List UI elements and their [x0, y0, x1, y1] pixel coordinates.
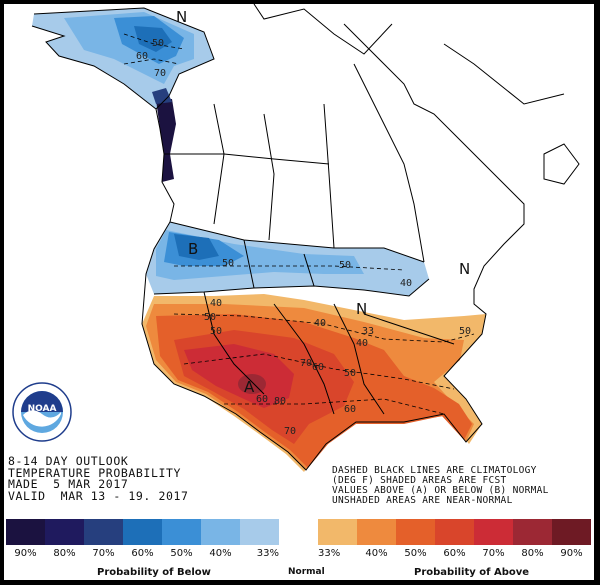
scale-swatch [84, 519, 123, 545]
outlook-subtitle: TEMPERATURE PROBABILITY [8, 465, 182, 480]
north-below-region [146, 222, 429, 296]
outlook-valid-dates: VALID MAR 13 - 19. 2017 [8, 488, 189, 503]
south-above-region [142, 294, 486, 472]
contour-label: 40 [314, 318, 326, 329]
above-label: Probability of Above [414, 567, 530, 578]
scale-swatch [513, 519, 552, 545]
map-outlines [31, 4, 580, 471]
note-line: (DEG F) SHADED AREAS ARE FCST [332, 475, 507, 486]
scale-swatch [396, 519, 435, 545]
probability-scale-labels: 90% 80% 70% 60% 50% 40% 33% 33% 40% 50% 60% 70% 80% 9… [6, 548, 591, 559]
scale-swatch [162, 519, 201, 545]
contour-label: 70 [154, 68, 166, 79]
scale-percent-label: 90% [14, 548, 37, 559]
scale-swatch [123, 519, 162, 545]
scale-swatch [240, 519, 279, 545]
noaa-logo-text: NOAA [28, 404, 57, 414]
scale-percent-label: 60% [131, 548, 154, 559]
outlook-made-date: MADE 5 MAR 2017 [8, 477, 129, 491]
scale-percent-label: 33% [318, 548, 341, 559]
note-line: VALUES ABOVE (A) OR BELOW (B) NORMAL [332, 485, 549, 496]
note-line: UNSHADED AREAS ARE NEAR-NORMAL [332, 495, 513, 506]
contour-label: 40 [356, 338, 368, 349]
contour-label: 33 [362, 326, 374, 337]
scale-swatch [279, 519, 318, 545]
noaa-logo: NOAA [12, 382, 72, 442]
scale-percent-label: 60% [443, 548, 466, 559]
scale-swatch [201, 519, 240, 545]
scale-percent-label: 80% [521, 548, 544, 559]
contour-label: 50 [339, 260, 351, 271]
scale-percent-label: 40% [209, 548, 232, 559]
outlook-map: N N N B A 50 60 70 50 50 40 40 50 50 40 … [31, 4, 580, 472]
contour-label: 70 [300, 358, 312, 369]
scale-swatch [474, 519, 513, 545]
scale-percent-label: 33% [256, 548, 279, 559]
contour-label: 50 [344, 368, 356, 379]
scale-percent-label: 50% [170, 548, 193, 559]
scale-swatch [6, 519, 45, 545]
label-n-northeast: N [459, 260, 470, 278]
legend-notes: DASHED BLACK LINES ARE CLIMATOLOGY (DEG … [332, 466, 549, 506]
probability-color-scale [6, 519, 591, 545]
scale-percent-label: 40% [365, 548, 388, 559]
contour-label: 70 [284, 426, 296, 437]
contour-label: 50 [459, 326, 471, 337]
scale-percent-label: 80% [53, 548, 76, 559]
climatology-lines [123, 33, 475, 415]
contour-label: 60 [312, 362, 324, 373]
contour-label: 50 [210, 326, 222, 337]
contour-label: 60 [256, 394, 268, 405]
label-b-north: B [188, 240, 198, 258]
contour-label: 50 [204, 312, 216, 323]
label-n-alaska: N [176, 8, 187, 26]
label-n-central: N [356, 300, 367, 318]
contour-label: 60 [344, 404, 356, 415]
scale-percent-label: 50% [404, 548, 427, 559]
normal-label: Normal [288, 567, 325, 577]
contour-label: 80 [274, 396, 286, 407]
contour-label: 40 [400, 278, 412, 289]
note-line: DASHED BLACK LINES ARE CLIMATOLOGY [332, 465, 537, 476]
contour-label: 50 [152, 38, 164, 49]
scale-swatch [357, 519, 396, 545]
scale-percent-label: 70% [92, 548, 115, 559]
category-labels: Probability of Below Normal Probability … [4, 567, 594, 580]
contour-label: 60 [136, 51, 148, 62]
scale-swatch [552, 519, 591, 545]
scale-percent-label: 90% [560, 548, 583, 559]
scale-percent-label [279, 548, 318, 559]
scale-swatch [435, 519, 474, 545]
outlook-title-block: 8-14 DAY OUTLOOK TEMPERATURE PROBABILITY… [8, 454, 189, 503]
scale-swatch [318, 519, 357, 545]
outlook-title: 8-14 DAY OUTLOOK [8, 454, 129, 468]
contour-label: 40 [210, 298, 222, 309]
alaska-below-region [32, 8, 214, 182]
contour-label: 50 [222, 258, 234, 269]
label-a-southwest: A [244, 378, 255, 396]
scale-swatch [45, 519, 84, 545]
scale-percent-label: 70% [482, 548, 505, 559]
outlook-frame: N N N B A 50 60 70 50 50 40 40 50 50 40 … [4, 4, 594, 580]
below-label: Probability of Below [97, 567, 211, 578]
